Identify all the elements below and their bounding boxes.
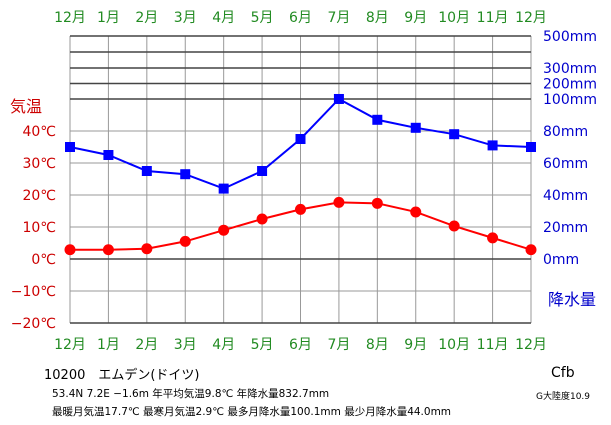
station-details-line1: 53.4N 7.2E −1.6m 年平均気温9.8℃ 年降水量832.7mm — [52, 388, 330, 400]
top-month-labels: 12月 1月 2月 3月 4月 5月 6月 7月 8月 9月 10月 11月 12月 — [54, 10, 547, 26]
precipitation-point — [103, 150, 114, 160]
source-label: G大陸度10.9 — [536, 392, 591, 402]
temperature-tick-label: 20℃ — [22, 188, 56, 204]
precipitation-point — [218, 183, 229, 194]
temperature-tick-label: −10℃ — [11, 284, 56, 300]
precipitation-point — [449, 129, 460, 140]
month-label-top: 9月 — [404, 10, 427, 26]
month-label-top: 5月 — [251, 10, 274, 26]
temperature-tick-label: 30℃ — [22, 156, 56, 172]
month-label-top: 12月 — [515, 10, 547, 26]
temperature-point — [295, 203, 306, 215]
station-details-line2: 最暖月気温17.7℃ 最寒月気温2.9℃ 最多月降水量100.1mm 最少月降水… — [52, 406, 452, 418]
month-label-bottom: 4月 — [212, 337, 235, 353]
data-series — [64, 93, 537, 256]
temperature-point — [371, 197, 383, 209]
month-label-top: 12月 — [54, 10, 86, 26]
month-label-bottom: 9月 — [404, 337, 427, 353]
chart-grid — [69, 35, 532, 324]
precipitation-point — [372, 114, 383, 125]
precipitation-point — [295, 134, 306, 144]
temperature-axis-title: 気温 — [10, 97, 42, 116]
temperature-point — [141, 243, 153, 255]
temperature-axis-ticks: 40℃ 30℃ 20℃ 10℃ 0℃ −10℃ −20℃ — [11, 124, 56, 332]
month-label-top: 10月 — [438, 10, 470, 26]
temperature-point — [256, 213, 268, 225]
precipitation-point — [141, 166, 152, 176]
temperature-point — [448, 220, 460, 232]
month-label-top: 11月 — [477, 10, 509, 26]
month-label-bottom: 1月 — [97, 337, 120, 353]
precipitation-tick-label: 0mm — [543, 252, 579, 268]
month-label-bottom: 12月 — [515, 337, 547, 353]
month-label-bottom: 3月 — [174, 337, 197, 353]
temperature-point — [410, 206, 422, 218]
month-label-top: 7月 — [327, 10, 350, 26]
month-label-top: 4月 — [212, 10, 235, 26]
bottom-month-labels: 12月 1月 2月 3月 4月 5月 6月 7月 8月 9月 10月 11月 12月 — [54, 337, 547, 353]
temperature-point — [102, 244, 114, 256]
precipitation-point — [487, 140, 498, 151]
month-label-top: 3月 — [174, 10, 197, 26]
temperature-tick-label: −20℃ — [11, 316, 56, 332]
station-name: 10200 エムデン(ドイツ) — [44, 368, 200, 383]
precipitation-tick-label: 80mm — [543, 124, 588, 140]
precipitation-point — [410, 122, 421, 133]
temperature-tick-label: 40℃ — [22, 124, 56, 140]
precipitation-tick-label: 300mm — [543, 61, 597, 77]
month-label-top: 2月 — [135, 10, 158, 26]
precipitation-point — [333, 93, 344, 104]
temperature-point — [487, 232, 499, 244]
month-label-top: 1月 — [97, 10, 120, 26]
month-label-top: 6月 — [289, 10, 312, 26]
month-label-bottom: 10月 — [438, 337, 470, 353]
climate-code: Cfb — [551, 365, 575, 381]
precipitation-tick-label: 20mm — [543, 220, 588, 236]
temperature-point — [64, 244, 76, 256]
precipitation-tick-label: 100mm — [543, 92, 597, 108]
temperature-tick-label: 10℃ — [22, 220, 56, 236]
temperature-point — [333, 196, 345, 208]
precipitation-point — [65, 142, 75, 152]
precipitation-tick-label: 40mm — [543, 188, 588, 204]
precipitation-axis-title: 降水量 — [548, 290, 596, 309]
precipitation-point — [526, 142, 536, 152]
temperature-tick-label: 0℃ — [31, 252, 56, 268]
precipitation-tick-label: 60mm — [543, 156, 588, 172]
temperature-point — [179, 235, 191, 247]
temperature-point — [525, 244, 537, 256]
month-label-bottom: 8月 — [366, 337, 389, 353]
precipitation-point — [180, 169, 191, 180]
temperature-point — [218, 224, 230, 236]
precipitation-tick-label: 200mm — [543, 77, 597, 93]
month-label-top: 8月 — [366, 10, 389, 26]
precipitation-tick-label: 500mm — [543, 29, 597, 45]
month-label-bottom: 11月 — [477, 337, 509, 353]
month-label-bottom: 5月 — [251, 337, 274, 353]
month-label-bottom: 2月 — [135, 337, 158, 353]
month-label-bottom: 6月 — [289, 337, 312, 353]
month-label-bottom: 12月 — [54, 337, 86, 353]
precipitation-point — [257, 166, 268, 176]
month-label-bottom: 7月 — [327, 337, 350, 353]
